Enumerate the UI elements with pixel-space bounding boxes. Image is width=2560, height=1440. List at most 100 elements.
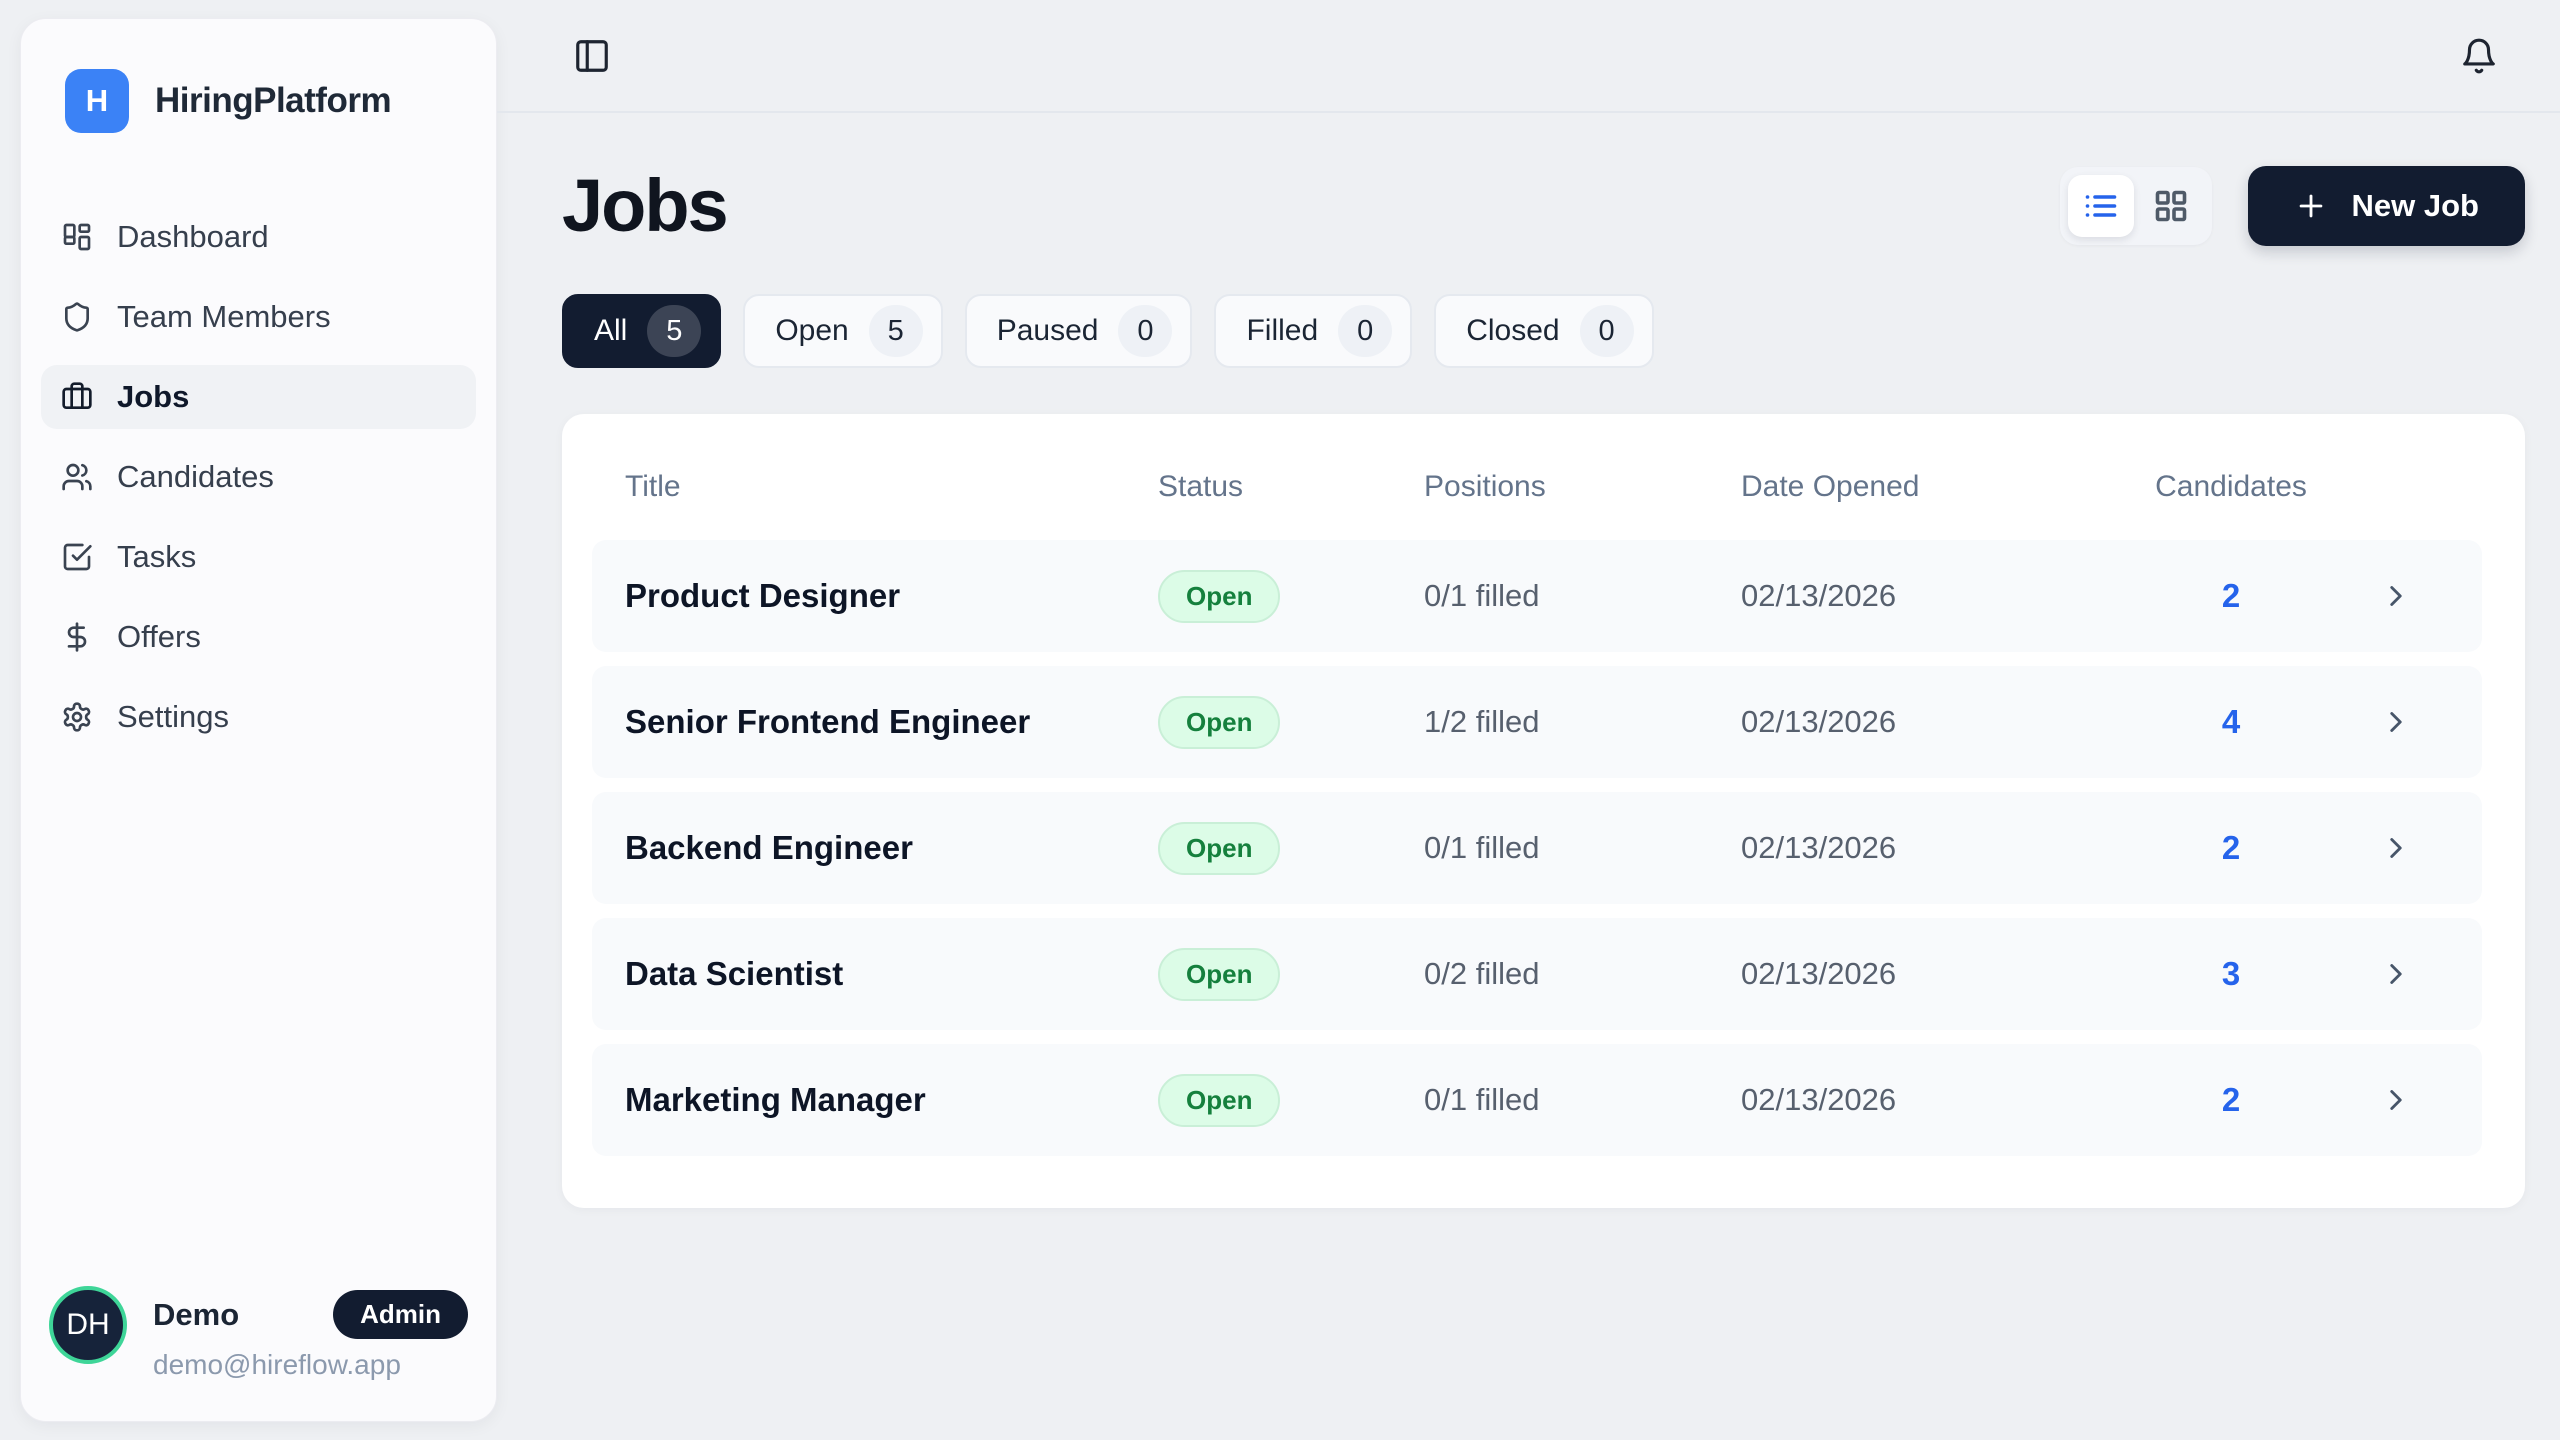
jobs-table-card: Title Status Positions Date Opened Candi… xyxy=(562,414,2525,1208)
sidebar-item-label: Settings xyxy=(117,699,230,734)
status-badge: Open xyxy=(1158,1073,1281,1127)
job-positions: 0/2 filled xyxy=(1424,956,1540,991)
table-row[interactable]: Marketing Manager Open 0/1 filled 02/13/… xyxy=(592,1044,2482,1156)
job-candidates-count[interactable]: 3 xyxy=(2221,955,2241,992)
app-logo: H xyxy=(65,69,129,133)
column-header-candidates: Candidates xyxy=(2155,470,2307,503)
job-title: Backend Engineer xyxy=(625,829,913,866)
filter-count-badge: 5 xyxy=(647,305,702,357)
chevron-right-icon[interactable] xyxy=(2379,1083,2413,1117)
sidebar-item-dashboard[interactable]: Dashboard xyxy=(41,205,476,269)
page-title: Jobs xyxy=(562,164,729,247)
chevron-right-icon[interactable] xyxy=(2379,705,2413,739)
status-badge: Open xyxy=(1158,821,1281,875)
sidebar-item-label: Dashboard xyxy=(117,219,269,254)
column-header-status: Status xyxy=(1158,470,1244,503)
filter-label: Open xyxy=(775,314,849,347)
bell-icon[interactable] xyxy=(2460,37,2498,75)
chevron-right-icon[interactable] xyxy=(2379,957,2413,991)
job-candidates-count[interactable]: 4 xyxy=(2221,703,2241,740)
job-date-opened: 02/13/2026 xyxy=(1741,578,1897,613)
filter-count-badge: 0 xyxy=(1338,305,1393,357)
filter-paused[interactable]: Paused 0 xyxy=(964,294,1193,368)
app-logo-letter: H xyxy=(85,83,109,118)
sidebar-item-offers[interactable]: Offers xyxy=(41,605,476,669)
filter-label: Filled xyxy=(1246,314,1319,347)
grid-view-button[interactable] xyxy=(2138,175,2204,237)
sidebar-item-label: Offers xyxy=(117,619,201,654)
users-icon xyxy=(62,463,92,491)
table-row[interactable]: Backend Engineer Open 0/1 filled 02/13/2… xyxy=(592,792,2482,904)
sidebar-item-settings[interactable]: Settings xyxy=(41,685,476,749)
status-badge: Open xyxy=(1158,947,1281,1001)
plus-icon xyxy=(2299,194,2322,217)
user-card[interactable]: DH Demo Admin demo@hireflow.app xyxy=(41,1278,476,1385)
sidebar-item-label: Candidates xyxy=(117,459,274,494)
filter-count-badge: 5 xyxy=(868,305,923,357)
job-candidates-count[interactable]: 2 xyxy=(2221,577,2241,614)
page-content: Jobs New Job All 5 xyxy=(497,113,2560,1208)
job-date-opened: 02/13/2026 xyxy=(1741,704,1897,739)
column-header-positions: Positions xyxy=(1424,470,1546,503)
chevron-right-icon[interactable] xyxy=(2379,579,2413,613)
table-row[interactable]: Data Scientist Open 0/2 filled 02/13/202… xyxy=(592,918,2482,1030)
filter-label: All xyxy=(594,314,628,347)
filter-count-badge: 0 xyxy=(1579,305,1634,357)
job-positions: 0/1 filled xyxy=(1424,830,1540,865)
status-badge: Open xyxy=(1158,695,1281,749)
topbar xyxy=(497,0,2560,113)
header-actions: New Job xyxy=(2059,165,2525,246)
avatar: DH xyxy=(49,1286,127,1364)
shield-icon xyxy=(65,302,89,332)
job-positions: 0/1 filled xyxy=(1424,578,1540,613)
app-name: HiringPlatform xyxy=(155,81,392,120)
column-header-title: Title xyxy=(625,470,681,503)
user-info: Demo Admin demo@hireflow.app xyxy=(153,1286,468,1381)
sidebar: H HiringPlatform Dashboard Team Members … xyxy=(20,18,497,1422)
status-badge: Open xyxy=(1158,569,1281,623)
filter-count-badge: 0 xyxy=(1118,305,1173,357)
table-row[interactable]: Senior Frontend Engineer Open 1/2 filled… xyxy=(592,666,2482,778)
sidebar-item-team-members[interactable]: Team Members xyxy=(41,285,476,349)
chevron-right-icon[interactable] xyxy=(2379,831,2413,865)
new-job-button[interactable]: New Job xyxy=(2247,165,2525,246)
main-area: Jobs New Job All 5 xyxy=(497,0,2560,1440)
grid-view-icon xyxy=(2155,190,2186,221)
sidebar-nav: Dashboard Team Members Jobs Candidates T… xyxy=(41,205,476,749)
role-badge: Admin xyxy=(333,1290,468,1339)
table-header-row: Title Status Positions Date Opened Candi… xyxy=(592,470,2482,504)
list-view-button[interactable] xyxy=(2067,174,2134,237)
job-title: Data Scientist xyxy=(625,955,844,992)
job-candidates-count[interactable]: 2 xyxy=(2221,1081,2241,1118)
user-email: demo@hireflow.app xyxy=(153,1349,401,1380)
job-date-opened: 02/13/2026 xyxy=(1741,830,1897,865)
sidebar-toggle-icon[interactable] xyxy=(573,37,611,75)
dashboard-icon xyxy=(63,223,91,251)
filter-open[interactable]: Open 5 xyxy=(743,294,943,368)
table-row[interactable]: Product Designer Open 0/1 filled 02/13/2… xyxy=(592,540,2482,652)
job-date-opened: 02/13/2026 xyxy=(1741,956,1897,991)
check-square-icon xyxy=(63,543,92,571)
briefcase-icon xyxy=(62,382,92,409)
list-view-icon xyxy=(2085,194,2116,217)
page-header: Jobs New Job xyxy=(562,163,2525,248)
job-positions: 1/2 filled xyxy=(1424,704,1540,739)
view-toggle xyxy=(2059,166,2212,245)
job-positions: 0/1 filled xyxy=(1424,1082,1540,1117)
filter-label: Paused xyxy=(996,314,1099,347)
gear-icon xyxy=(63,702,91,732)
job-date-opened: 02/13/2026 xyxy=(1741,1082,1897,1117)
sidebar-item-tasks[interactable]: Tasks xyxy=(41,525,476,589)
avatar-initials: DH xyxy=(66,1308,110,1341)
filter-closed[interactable]: Closed 0 xyxy=(1434,294,1654,368)
sidebar-item-jobs[interactable]: Jobs xyxy=(41,365,476,429)
sidebar-item-candidates[interactable]: Candidates xyxy=(41,445,476,509)
dollar-icon xyxy=(67,622,87,652)
sidebar-item-label: Jobs xyxy=(117,379,190,414)
filter-all[interactable]: All 5 xyxy=(562,294,722,368)
filter-filled[interactable]: Filled 0 xyxy=(1214,294,1413,368)
job-title: Marketing Manager xyxy=(625,1081,926,1118)
sidebar-item-label: Team Members xyxy=(117,299,331,334)
job-candidates-count[interactable]: 2 xyxy=(2221,829,2241,866)
job-title: Senior Frontend Engineer xyxy=(625,703,1031,740)
